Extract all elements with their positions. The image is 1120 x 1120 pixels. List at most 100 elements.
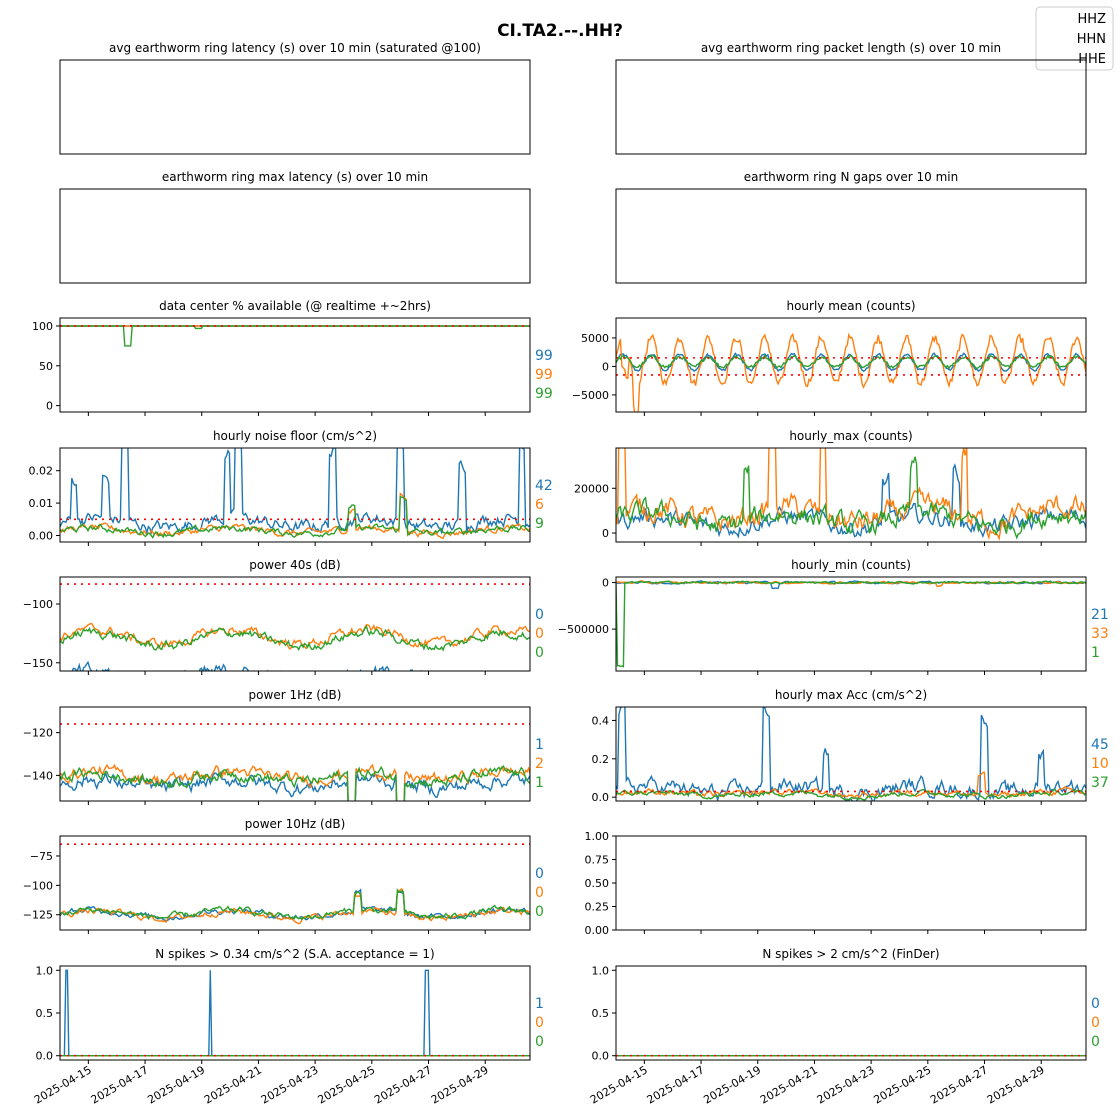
y-tick-label: −5000 [572, 389, 609, 402]
side-value-hhn: 0 [535, 1015, 544, 1031]
series-group [60, 723, 530, 801]
y-tick-label: 0 [602, 360, 609, 373]
series-line-hhe [616, 353, 1086, 370]
panels-grid: avg earthworm ring latency (s) over 10 m… [23, 41, 1109, 1107]
x-tick-label: 2025-04-17 [89, 1063, 151, 1106]
panel-p0: avg earthworm ring latency (s) over 10 m… [59, 41, 531, 155]
panel-title: avg earthworm ring packet length (s) ove… [701, 41, 1001, 55]
panel-title: N spikes > 2 cm/s^2 (FinDer) [762, 947, 939, 961]
y-tick-label: 0.5 [36, 1007, 54, 1020]
series-line-hhn [60, 622, 530, 651]
axes-frame [59, 965, 531, 1061]
series-group [616, 448, 1086, 541]
y-tick-label: −120 [23, 727, 53, 740]
panel-p7: hourly_max (counts) 0 20000 [574, 429, 1087, 546]
series-line-hhe [616, 456, 1086, 540]
y-tick-label: 5000 [581, 332, 609, 345]
side-value-hhe: 9 [535, 516, 544, 532]
side-value-hhe: 0 [535, 645, 544, 661]
panel-title: data center % available (@ realtime +~2h… [159, 299, 431, 313]
panel-p5: hourly mean (counts) −5000 0 5000 [572, 299, 1087, 416]
legend-entry-hhe: HHE [1078, 52, 1106, 67]
axes-frame [59, 447, 531, 543]
panel-title: earthworm ring max latency (s) over 10 m… [162, 170, 428, 184]
side-value-hhe: 0 [535, 904, 544, 920]
series-group [60, 448, 530, 540]
panel-p11: hourly max Acc (cm/s^2) 0.0 0.2 0.4 45 10 37 [592, 688, 1109, 805]
panel-p10: power 1Hz (dB) −120 −140 1 2 1 [23, 688, 544, 805]
x-tick-label: 2025-04-27 [372, 1063, 434, 1106]
series-line-hhn [60, 492, 530, 540]
side-value-hhn: 0 [1091, 1015, 1100, 1031]
panel-p2: earthworm ring max latency (s) over 10 m… [59, 170, 531, 284]
side-value-hhn: 99 [535, 367, 553, 383]
series-line-hhn [60, 763, 530, 801]
panel-p13: 0.00 0.25 0.50 0.75 1.00 [585, 830, 1087, 937]
legend: HHZ HHN HHE [1035, 6, 1114, 71]
y-tick-label: 0.75 [585, 854, 610, 867]
y-tick-label: −500000 [558, 623, 609, 636]
panel-p12: power 10Hz (dB) −75 −100 −125 0 0 0 [23, 817, 544, 934]
panel-p8: power 40s (dB) −100 −150 0 0 0 [23, 558, 544, 675]
series-line-hhe [616, 580, 1086, 668]
y-tick-label: 0.4 [592, 714, 610, 727]
axes-frame [59, 188, 531, 284]
legend-entry-hhn: HHN [1077, 32, 1106, 47]
y-tick-label: 0.00 [585, 924, 610, 937]
y-tick-label: −75 [30, 850, 53, 863]
axes-frame [615, 706, 1087, 802]
axes-frame [615, 447, 1087, 543]
x-tick-label: 2025-04-25 [315, 1063, 377, 1106]
series-group [60, 583, 530, 671]
y-tick-label: 0.5 [592, 1007, 610, 1020]
x-tick-label: 2025-04-25 [871, 1063, 933, 1106]
x-tick-label: 2025-04-15 [588, 1063, 650, 1106]
x-tick-label: 2025-04-23 [259, 1063, 321, 1106]
side-value-hhn: 0 [535, 626, 544, 642]
series-line-hhz [60, 771, 530, 801]
x-tick-label: 2025-04-29 [985, 1063, 1047, 1106]
x-tick-label: 2025-04-27 [928, 1063, 990, 1106]
side-value-hhz: 0 [535, 866, 544, 882]
panel-title: hourly noise floor (cm/s^2) [213, 429, 377, 443]
x-tick-label: 2025-04-23 [815, 1063, 877, 1106]
series-line-hhe [616, 788, 1086, 801]
side-value-hhn: 33 [1091, 626, 1109, 642]
side-value-hhz: 45 [1091, 737, 1109, 753]
panel-title: hourly_min (counts) [791, 558, 911, 572]
y-tick-label: 0.00 [29, 530, 54, 543]
series-line-hhe [60, 325, 530, 347]
series-line-hhe [60, 888, 530, 921]
axes-frame [615, 317, 1087, 413]
x-tick-label: 2025-04-17 [645, 1063, 707, 1106]
side-value-hhz: 42 [535, 478, 553, 494]
series-group [60, 843, 530, 925]
x-tick-label: 2025-04-15 [32, 1063, 94, 1106]
panel-p1: avg earthworm ring packet length (s) ove… [615, 41, 1087, 155]
side-value-hhe: 0 [1091, 1034, 1100, 1050]
y-tick-label: 0 [46, 400, 53, 413]
series-line-hhe [60, 764, 530, 801]
axes-frame [615, 965, 1087, 1061]
x-tick-label: 2025-04-21 [758, 1063, 820, 1106]
y-tick-label: −100 [23, 879, 53, 892]
y-tick-label: −125 [23, 909, 53, 922]
legend-box [1035, 6, 1114, 71]
side-value-hhn: 6 [535, 497, 544, 513]
side-value-hhn: 10 [1091, 756, 1109, 772]
panel-p4: data center % available (@ realtime +~2h… [32, 299, 553, 416]
y-tick-label: 0.0 [36, 1050, 54, 1063]
y-tick-label: 0.02 [29, 465, 54, 478]
panel-p9: hourly_min (counts) 0 −500000 21 33 1 [558, 558, 1109, 675]
series-group [616, 707, 1086, 801]
y-tick-label: 20000 [574, 482, 609, 495]
x-tick-label: 2025-04-19 [701, 1063, 763, 1106]
side-value-hhz: 99 [535, 348, 553, 364]
series-group [60, 969, 530, 1057]
series-line-hhz [60, 448, 530, 536]
series-line-hhz [71, 660, 522, 671]
y-tick-label: −150 [23, 657, 53, 670]
series-group [616, 332, 1086, 412]
side-value-hhe: 37 [1091, 775, 1109, 791]
